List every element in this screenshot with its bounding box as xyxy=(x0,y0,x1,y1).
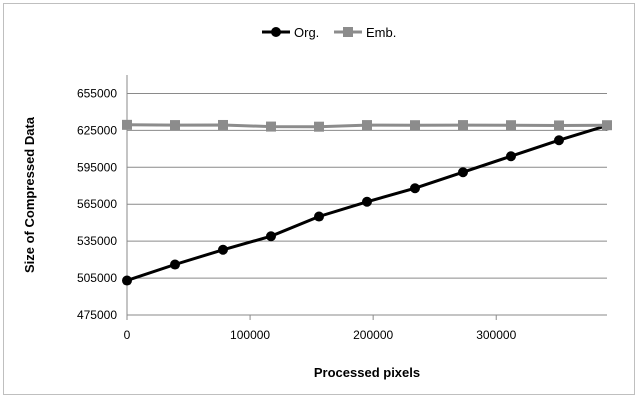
legend-label: Emb. xyxy=(366,25,396,40)
x-tick-label: 0 xyxy=(124,328,131,342)
legend: Org. Emb. xyxy=(262,25,396,40)
y-tick-label: 535000 xyxy=(77,234,117,248)
data-point xyxy=(506,120,516,131)
x-axis-title: Processed pixels xyxy=(314,365,420,380)
data-point xyxy=(266,121,276,132)
data-point xyxy=(362,196,372,207)
line-chart: 475000 505000 535000 565000 595000 625000 6550… xyxy=(22,25,612,380)
data-point xyxy=(602,120,612,131)
y-tick-label: 475000 xyxy=(77,308,117,322)
data-point xyxy=(458,120,468,131)
legend-entry: Org. xyxy=(262,25,319,40)
legend-label: Org. xyxy=(294,25,319,40)
x-tick-label: 100000 xyxy=(230,328,270,342)
x-tick-label: 200000 xyxy=(353,328,393,342)
data-point xyxy=(506,151,516,162)
data-point xyxy=(218,119,228,130)
y-tick-label: 625000 xyxy=(77,123,117,137)
y-tick-label: 565000 xyxy=(77,197,117,211)
data-point xyxy=(554,120,564,131)
data-point xyxy=(554,135,564,146)
data-point xyxy=(122,119,132,130)
legend-marker xyxy=(271,27,281,37)
chart-area: 475000 505000 535000 565000 595000 625000 6550… xyxy=(3,3,635,395)
series-layer xyxy=(122,119,612,286)
data-point xyxy=(170,120,180,131)
y-axis-title: Size of Compressed Data xyxy=(22,116,37,273)
data-point xyxy=(170,259,180,270)
axes xyxy=(126,75,607,320)
y-tick-label: 655000 xyxy=(77,86,117,100)
y-tick-label: 505000 xyxy=(77,271,117,285)
series-org xyxy=(122,120,612,286)
data-point xyxy=(218,244,228,255)
data-point xyxy=(314,211,324,222)
tick-labels: 475000 505000 535000 565000 595000 625000 6550… xyxy=(77,86,517,342)
series-emb xyxy=(122,119,612,132)
data-point xyxy=(266,231,276,242)
legend-entry: Emb. xyxy=(334,25,396,40)
legend-marker xyxy=(343,27,353,37)
data-point xyxy=(458,167,468,178)
y-tick-label: 595000 xyxy=(77,160,117,174)
data-point xyxy=(314,121,324,132)
x-tick-label: 300000 xyxy=(476,328,516,342)
data-point xyxy=(362,120,372,131)
data-point xyxy=(410,120,420,131)
data-point xyxy=(122,275,132,286)
data-point xyxy=(410,183,420,194)
